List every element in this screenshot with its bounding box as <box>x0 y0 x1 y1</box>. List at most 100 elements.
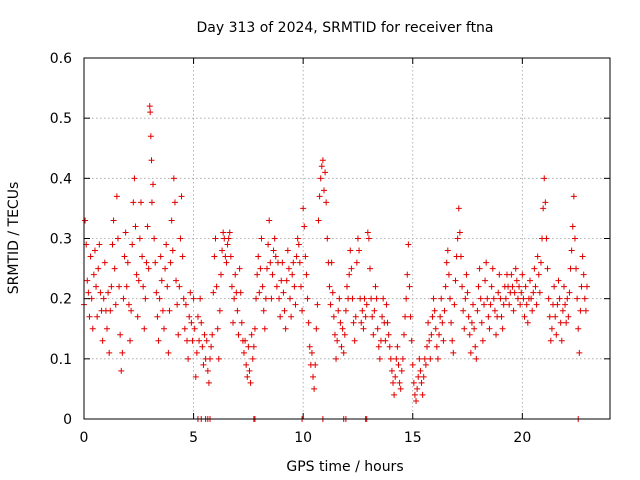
data-point <box>421 355 428 362</box>
data-point <box>514 295 521 302</box>
data-point <box>200 361 207 368</box>
data-point <box>535 271 542 278</box>
data-point <box>363 301 370 308</box>
data-point <box>284 247 291 254</box>
data-point <box>147 109 154 116</box>
data-point <box>384 319 391 326</box>
data-point <box>136 235 143 242</box>
data-point <box>205 379 212 386</box>
data-point <box>574 295 581 302</box>
data-point <box>369 313 376 320</box>
data-point <box>166 307 173 314</box>
data-point <box>106 349 113 356</box>
data-point <box>226 229 233 236</box>
data-point <box>529 307 536 314</box>
data-point <box>232 271 239 278</box>
data-point <box>559 307 566 314</box>
data-point <box>416 355 423 362</box>
data-point <box>541 175 548 182</box>
data-point <box>420 373 427 380</box>
data-point <box>186 313 193 320</box>
data-point <box>291 283 298 290</box>
data-point <box>114 235 121 242</box>
data-point <box>548 325 555 332</box>
data-point <box>411 391 418 398</box>
data-point <box>168 217 175 224</box>
data-point <box>434 355 441 362</box>
data-point <box>478 319 485 326</box>
data-point <box>220 229 227 236</box>
data-point <box>450 349 457 356</box>
data-point <box>376 355 383 362</box>
data-point <box>112 301 119 308</box>
data-point <box>390 379 397 386</box>
data-point <box>278 277 285 284</box>
data-point <box>196 337 203 344</box>
data-point <box>341 331 348 338</box>
data-point <box>331 331 338 338</box>
data-point <box>242 337 249 344</box>
data-point <box>470 301 477 308</box>
data-point <box>305 319 312 326</box>
data-point <box>475 283 482 290</box>
data-point <box>87 253 94 260</box>
data-point <box>339 325 346 332</box>
data-point <box>577 307 584 314</box>
data-point <box>397 385 404 392</box>
data-point <box>111 265 118 272</box>
data-point <box>153 289 160 296</box>
plot-frame <box>83 57 611 420</box>
data-point <box>488 283 495 290</box>
data-point <box>315 217 322 224</box>
data-point <box>398 367 405 374</box>
data-point <box>176 283 183 290</box>
data-point <box>395 361 402 368</box>
data-point <box>262 295 269 302</box>
data-point <box>423 343 430 350</box>
data-point <box>244 373 251 380</box>
data-point <box>563 319 570 326</box>
data-point <box>201 331 208 338</box>
data-point <box>167 259 174 266</box>
data-point <box>544 265 551 272</box>
data-point <box>460 307 467 314</box>
data-points <box>81 103 590 422</box>
data-point <box>95 265 102 272</box>
data-point <box>433 343 440 350</box>
chart-title: Day 313 of 2024, SRMTID for receiver ftn… <box>196 20 493 36</box>
data-point <box>312 361 319 368</box>
data-point <box>487 301 494 308</box>
data-point <box>85 289 92 296</box>
data-point <box>388 367 395 374</box>
data-point <box>193 349 200 356</box>
data-point <box>100 295 107 302</box>
data-point <box>560 283 567 290</box>
data-point <box>352 313 359 320</box>
data-point <box>461 325 468 332</box>
data-point <box>382 337 389 344</box>
data-point <box>431 307 438 314</box>
data-point <box>358 319 365 326</box>
data-point <box>97 289 104 296</box>
data-point <box>580 271 587 278</box>
data-point <box>439 319 446 326</box>
data-point <box>104 325 111 332</box>
data-point <box>222 253 229 260</box>
data-point <box>204 367 211 374</box>
data-point <box>279 259 286 266</box>
data-point <box>537 259 544 266</box>
data-point <box>143 259 150 266</box>
data-point <box>356 247 363 254</box>
data-point <box>301 223 308 230</box>
data-point <box>148 157 155 164</box>
data-point <box>199 343 206 350</box>
data-point <box>180 295 187 302</box>
x-tick-label: 20 <box>513 430 531 446</box>
data-point <box>197 295 204 302</box>
data-point <box>169 247 176 254</box>
data-point <box>417 367 424 374</box>
data-point <box>314 301 321 308</box>
data-point <box>264 265 271 272</box>
data-point <box>554 301 561 308</box>
